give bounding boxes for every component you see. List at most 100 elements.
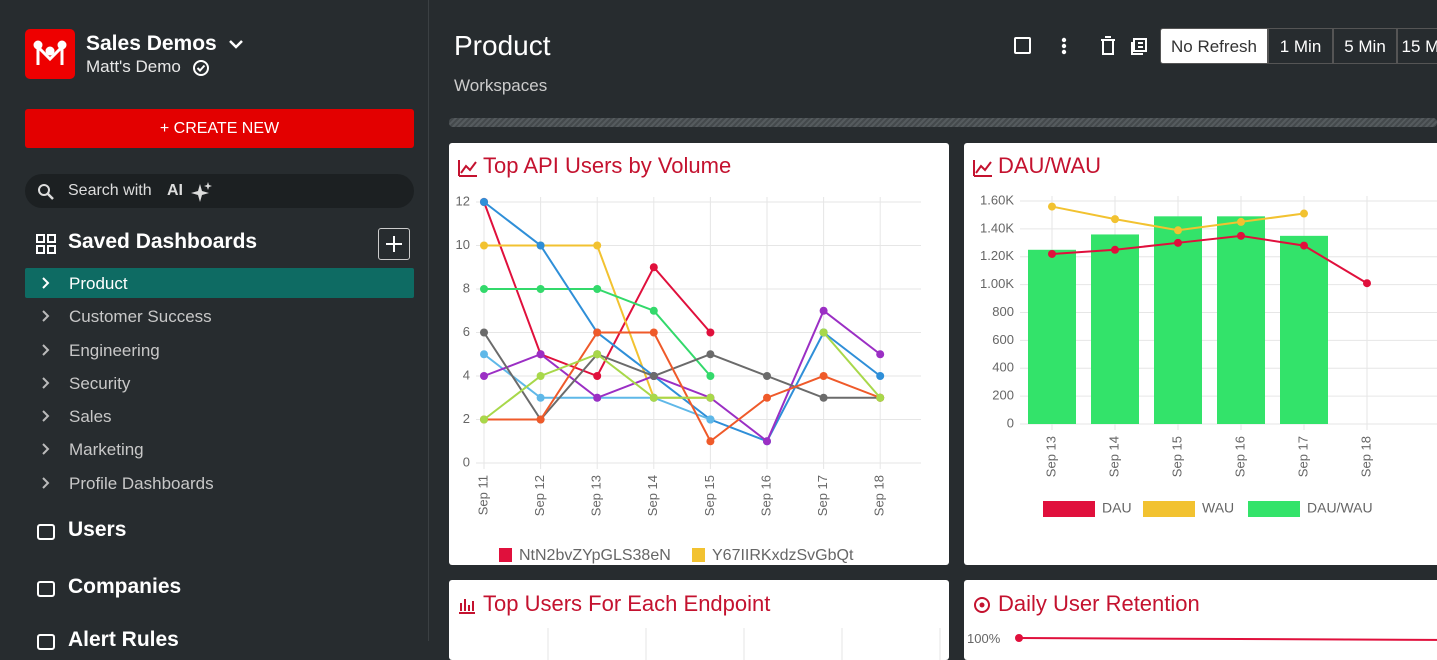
add-dashboard-button[interactable] [378,228,410,260]
x-tick-label: Sep 16 [758,475,773,516]
breadcrumb[interactable]: Workspaces [454,76,548,95]
data-point [763,372,771,380]
icon-shape [37,581,55,597]
section-icon [37,634,55,650]
sparkle-icon [191,182,212,202]
legend-label: DAU [1102,500,1132,516]
search-box[interactable]: Search with AI [25,174,414,208]
data-point [876,393,885,402]
y-tick-label: 0 [463,454,470,469]
retention-icon [974,597,990,613]
section-icon [37,524,55,540]
data-point [593,350,602,359]
chevron-right [42,344,50,356]
line-series [483,201,881,443]
data-point [536,350,545,359]
section-link[interactable]: Users [68,518,127,541]
more-icon[interactable] [1061,43,1067,49]
dashboard-item[interactable]: Profile Dashboards [25,468,414,498]
dashboard-item[interactable]: Sales [25,401,414,431]
data-point [480,372,488,380]
chevron-path [42,344,50,356]
data-point [480,415,488,424]
refresh-option[interactable]: 5 Min [1333,28,1397,64]
data-point [649,306,658,315]
panel: Top API Users by Volume 0 2 4 6 8 10 12 Sep 11 Se… [449,143,949,565]
dashboard-item[interactable]: Engineering [25,335,414,365]
x-tick-label: Sep 12 [532,475,547,516]
bar [1217,216,1265,424]
data-point [876,372,885,380]
data-point [763,437,771,446]
y-tick-label: 1.60K [980,192,1014,207]
grid-stub [547,628,941,660]
chevron-right [42,410,50,422]
dashboard-item[interactable]: Security [25,368,414,398]
data-point [1300,209,1308,218]
chevron-right [42,443,50,455]
workspace-name[interactable]: Matt's Demo [86,57,181,76]
chevron-path [42,377,50,389]
toolbar-icons [1014,36,1147,55]
bar [1280,235,1328,424]
data-point [706,328,715,337]
y-tick-label: 100% [967,631,1001,646]
dashboard-item[interactable]: Marketing [25,434,414,464]
line-series [483,331,881,422]
dashboard-item[interactable]: Product [25,268,414,298]
y-tick-label: 2 [463,411,470,426]
dashboard-label: Profile Dashboards [69,474,214,493]
x-tick-label: Sep 14 [1106,436,1121,477]
data-point [649,263,658,272]
logo[interactable] [25,29,75,79]
dashboard-label: Product [69,274,128,293]
x-tick-label: Sep 14 [645,475,660,516]
sidebar: Sales Demos Matt's Demo + CREATE NEW Sea… [0,0,429,651]
data-point [593,372,602,380]
data-point [1363,279,1371,288]
chevron-path [42,477,50,489]
dashboard-label: Customer Success [69,307,212,326]
panel: DAU/WAU 0 200 400 600 800 1.00K 1.20K 1.40K 1.60K… [964,143,1437,565]
chevron-right [42,377,50,389]
y-tick-label: 12 [456,193,470,208]
bar [1028,249,1076,424]
create-new-button[interactable]: + CREATE NEW [25,109,414,148]
bar [1091,234,1139,424]
data-point [480,241,488,250]
loading-bar [449,118,1437,127]
verified-icon [193,60,209,76]
data-point [1048,249,1056,258]
refresh-option[interactable]: 15 Min [1397,28,1437,64]
bar-chart-icon [459,599,475,614]
more-icon[interactable] [1061,49,1067,55]
chevron-path [42,410,50,422]
brand-name[interactable]: Sales Demos [86,32,217,55]
data-point [480,328,488,337]
dashboard-item[interactable]: Customer Success [25,301,414,331]
legend-swatch [1143,501,1195,517]
section-link[interactable]: Alert Rules [68,628,179,651]
data-point [480,350,488,359]
legend-label: Y67IIRKxdzSvGbQt [712,547,854,564]
section-link[interactable]: Companies [68,575,182,598]
data-point [819,393,828,402]
data-point [876,350,885,359]
saved-dashboards-title: Saved Dashboards [68,230,258,253]
refresh-option[interactable]: No Refresh [1160,28,1268,64]
legend-swatch [1248,501,1300,517]
search-icon [38,184,54,200]
data-point [763,393,771,402]
data-point [536,415,545,424]
refresh-option[interactable]: 1 Min [1268,28,1333,64]
more-icon[interactable] [1061,37,1067,43]
save-icon[interactable] [1014,37,1031,54]
data-point [649,393,658,402]
delete-icon[interactable] [1101,36,1115,55]
x-tick-label: Sep 18 [1358,436,1373,477]
copy-icon[interactable] [1131,38,1147,55]
y-tick-label: 200 [992,388,1014,403]
y-tick-label: 1.20K [980,248,1014,263]
dashboard-label: Sales [69,407,112,426]
